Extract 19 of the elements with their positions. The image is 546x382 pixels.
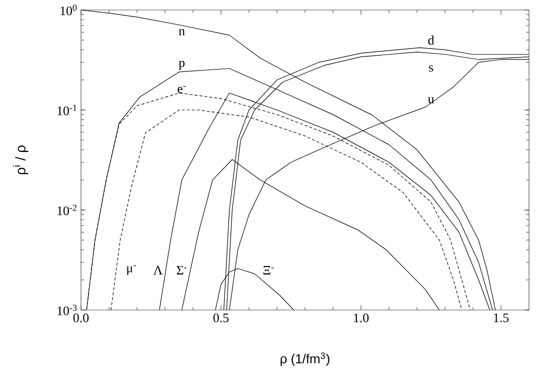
series-label: μ$^{-}$ <box>127 265 136 275</box>
series-label: Ξ$^{-}$ <box>263 266 274 274</box>
series-label: s <box>429 65 434 72</box>
x-tick-label: 1.5 <box>494 314 509 322</box>
series-label: e$^{-}$ <box>178 86 186 94</box>
x-tick-label: 0.5 <box>213 314 229 322</box>
y-tick-label: 10$^{-1}$ <box>58 104 76 116</box>
series-label: n <box>178 29 185 36</box>
x-axis-title: ρ (1/fm$^{3}$) <box>280 352 330 366</box>
y-tick-label: 10$^{-2}$ <box>58 204 76 216</box>
series-label: d <box>428 36 434 45</box>
series-label: Σ$^{-}$ <box>176 266 187 274</box>
series-label: u <box>428 97 434 104</box>
y-axis-title: ρ$^{i}$ / ρ <box>13 145 28 174</box>
series-label: p <box>178 60 185 70</box>
x-tick-label: 0.0 <box>73 314 89 322</box>
series-label: Λ <box>153 266 163 274</box>
y-tick-label: 10$^{0}$ <box>60 4 77 16</box>
x-tick-label: 1.0 <box>354 314 369 322</box>
